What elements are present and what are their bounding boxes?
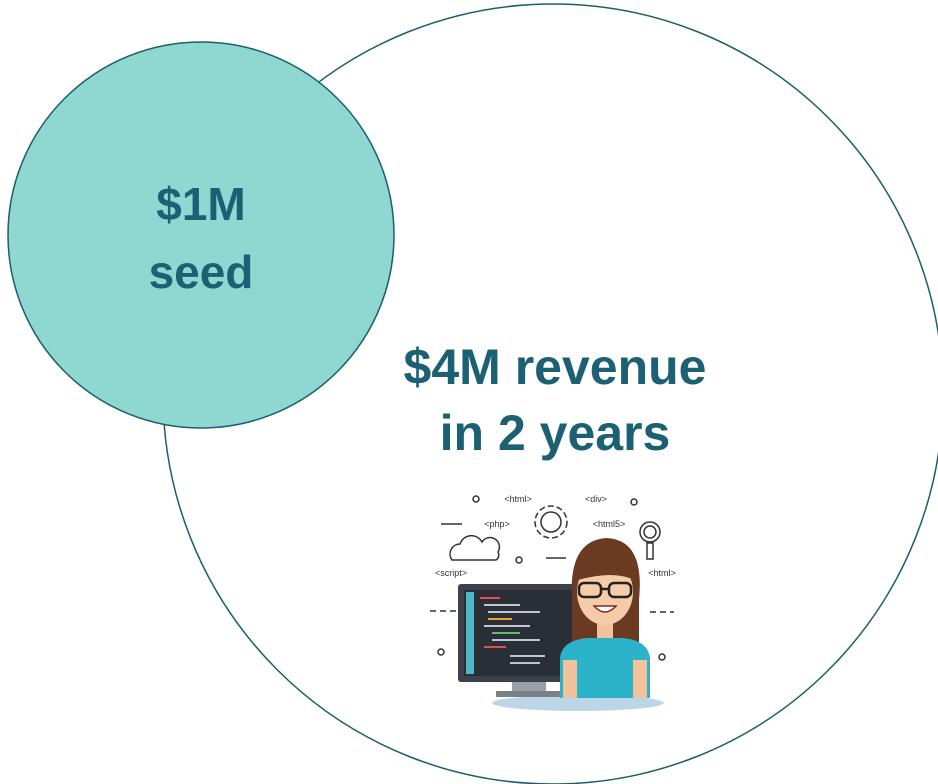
floor-shadow xyxy=(492,695,664,711)
smile xyxy=(592,605,618,613)
developer-illustration: <html> <div> <php> <html5> <script> <htm… xyxy=(430,494,676,711)
glasses xyxy=(577,581,633,599)
tag: <script> xyxy=(435,568,467,578)
fringe xyxy=(578,556,634,580)
revenue-line-1: $4M revenue xyxy=(404,339,707,395)
arm xyxy=(563,660,577,698)
neck xyxy=(597,620,613,640)
tag: <php> xyxy=(484,519,510,529)
seed-circle xyxy=(7,41,395,429)
monitor-base xyxy=(496,691,562,697)
seed-label: seed xyxy=(149,246,254,298)
screen-gutter xyxy=(466,592,474,674)
shirt xyxy=(560,638,650,698)
icons xyxy=(430,495,674,661)
tag: <html> xyxy=(504,494,532,504)
code-lines xyxy=(480,597,545,664)
seed-amount: $1M xyxy=(156,178,245,230)
tag: <html5> xyxy=(593,519,626,529)
revenue-line-2: in 2 years xyxy=(440,405,671,461)
arm xyxy=(633,660,647,698)
tag: <html> xyxy=(648,568,676,578)
tag: <div> xyxy=(585,494,607,504)
monitor-stand xyxy=(512,680,546,692)
